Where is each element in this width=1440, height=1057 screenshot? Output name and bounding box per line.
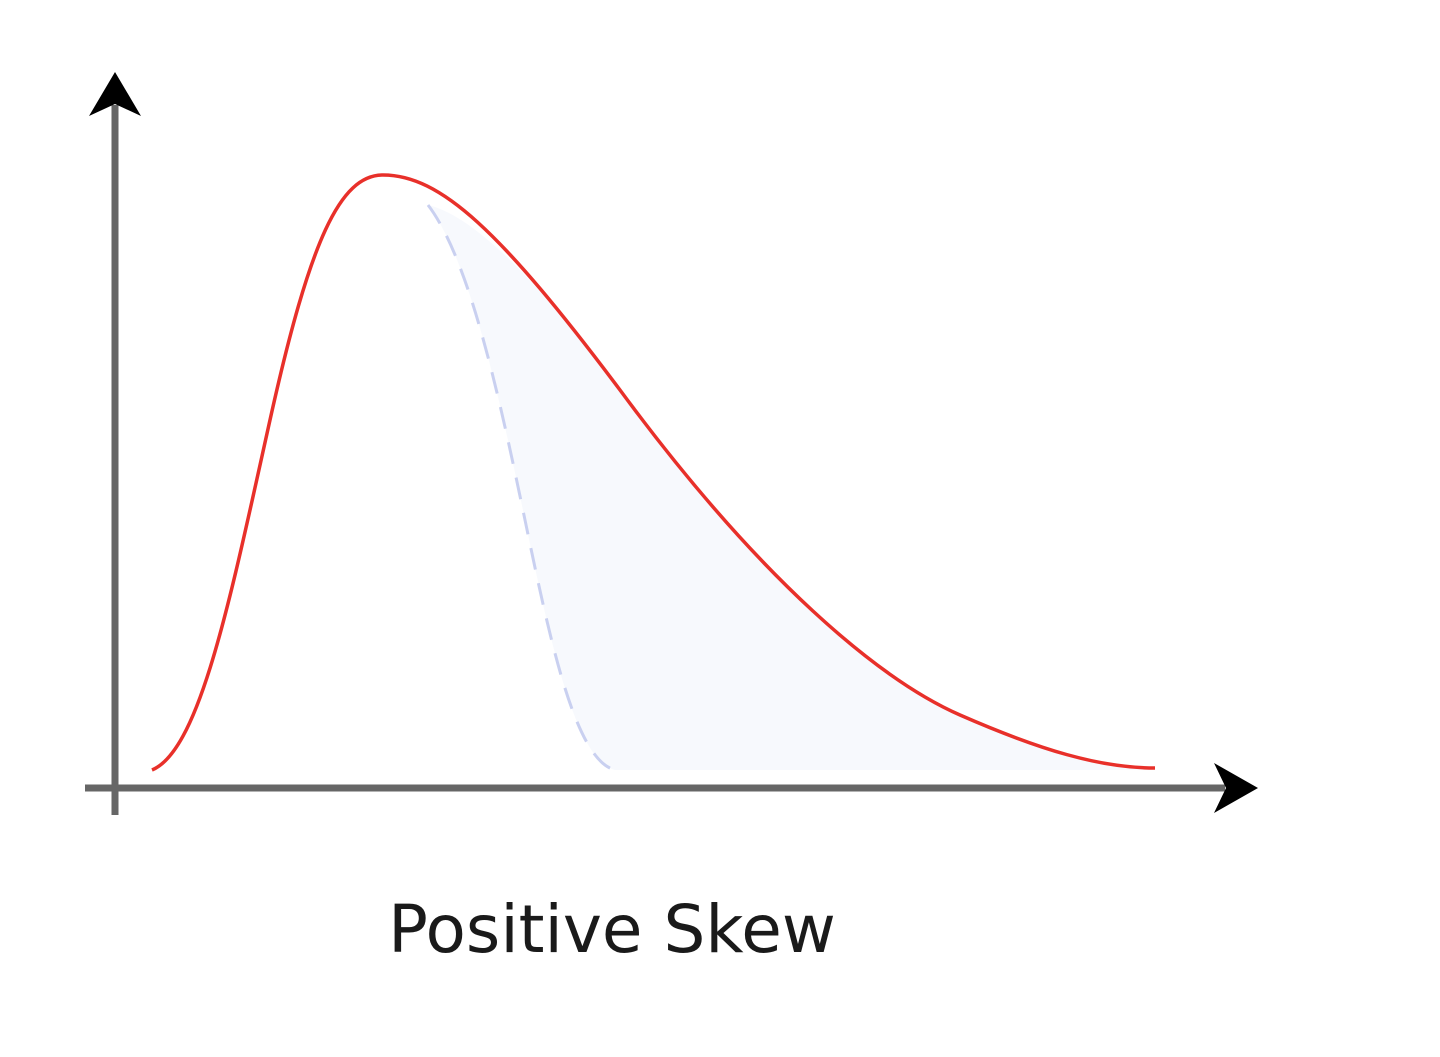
x-axis-arrow <box>1214 763 1258 813</box>
symmetric-curve <box>426 204 616 772</box>
caption: Positive Skew <box>388 891 836 968</box>
skewed-curve <box>151 173 1156 772</box>
tail-area <box>428 205 1155 770</box>
y-axis-arrow <box>89 72 141 116</box>
